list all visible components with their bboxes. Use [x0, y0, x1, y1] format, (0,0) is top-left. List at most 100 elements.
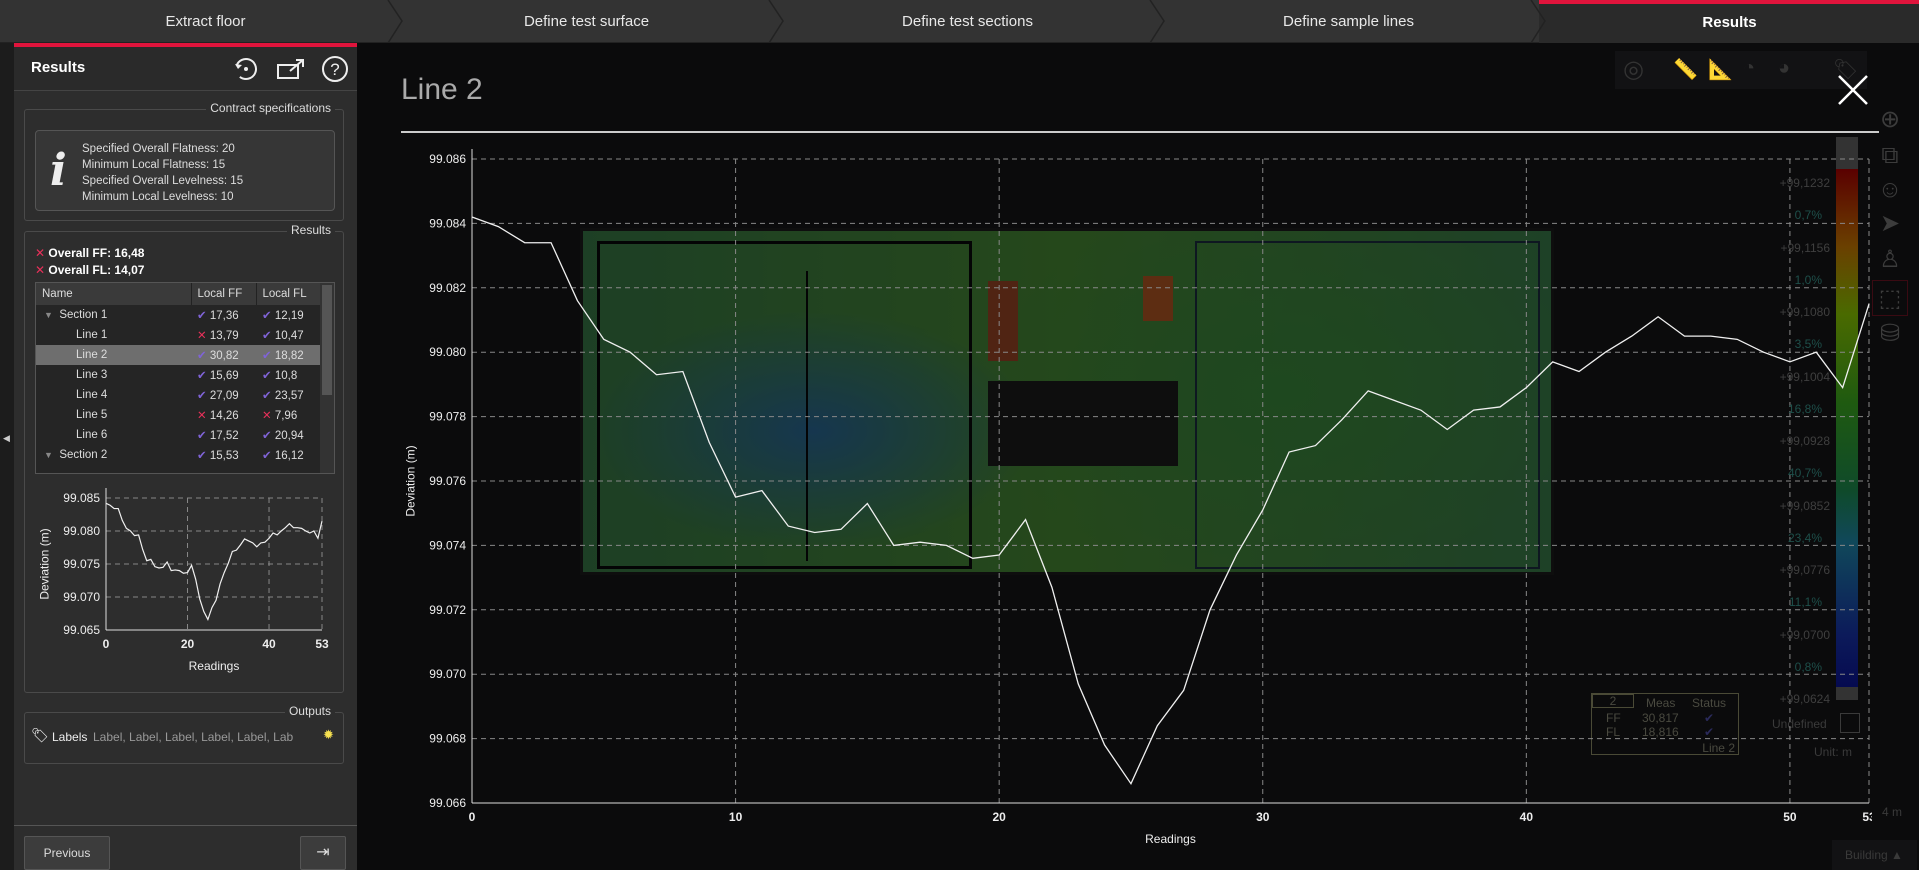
x-tick-label: 40 — [1520, 810, 1534, 824]
ruler-erase-icon[interactable]: 📐 — [1708, 59, 1733, 81]
ff-value: 15,69 — [209, 370, 239, 382]
table-row[interactable]: ▼ Section 1 ✔ 17,36 ✔ 12,19 — [36, 305, 321, 325]
unit-label: Unit: m — [1814, 745, 1853, 759]
y-tick-label: 99.084 — [429, 216, 466, 230]
target-icon[interactable]: ◎ — [1623, 56, 1644, 83]
check-icon: ✔ — [197, 390, 207, 402]
fail-icon: ✕ — [197, 330, 207, 342]
viewer[interactable]: 2 Meas Status FF 30,817 FL 18,816 ✔ ✔ Li… — [362, 43, 1919, 870]
colorbar-value: +99,0624 — [1779, 692, 1830, 706]
add-ruler-icon[interactable]: 📏 — [1673, 59, 1698, 81]
tab-define-test-sections[interactable]: Define test sections — [902, 13, 1033, 30]
contract-info-box: i Specified Overall Flatness: 20 Minimum… — [35, 130, 335, 211]
fail-icon: ✕ — [35, 246, 46, 260]
viewer-title: Line 2 — [401, 73, 483, 106]
tab-results[interactable]: Results — [1539, 0, 1919, 43]
test-section-outline — [1195, 241, 1540, 569]
panel-header: Results ? — [14, 47, 357, 91]
y-tick-label: 99.070 — [63, 590, 100, 604]
fl-status-check-icon: ✔ — [1704, 725, 1715, 739]
check-icon: ✔ — [262, 330, 272, 342]
angle-profile-icon[interactable]: ◕ — [1778, 57, 1791, 79]
table-row[interactable]: Line 4 ✔ 27,09 ✔ 23,57 — [36, 385, 321, 405]
reset-icon[interactable] — [232, 55, 260, 83]
x-axis-label: Readings — [1145, 832, 1196, 846]
building-label: Building — [1845, 848, 1888, 862]
check-icon: ✔ — [262, 450, 272, 462]
x-tick-label: 30 — [1256, 810, 1270, 824]
export-icon[interactable] — [276, 57, 306, 81]
tag-tool-icon[interactable]: 🏷 — [1833, 59, 1859, 81]
collapse-arrow-icon[interactable]: ◀ — [3, 433, 10, 443]
fl-value: 23,57 — [274, 390, 304, 402]
y-tick-label: 99.065 — [63, 623, 100, 637]
ff-value: 17,52 — [209, 430, 239, 442]
col-local-ff[interactable]: Local FF — [191, 283, 257, 305]
orbit-icon[interactable]: ⊕ — [1879, 106, 1901, 133]
exit-button[interactable]: ⇥ — [300, 836, 346, 870]
table-row[interactable]: ▼ Section 2 ✔ 15,53 ✔ 16,12 — [36, 445, 321, 465]
navigate-icon[interactable]: ➤ — [1879, 210, 1901, 237]
row-label: Line 4 — [76, 389, 108, 401]
previous-button[interactable]: Previous — [24, 836, 110, 870]
table-row[interactable]: Line 1 ✕ 13,79 ✔ 10,47 — [36, 325, 321, 345]
fl-value: 20,94 — [274, 430, 304, 442]
row-name: Line 3 — [36, 365, 191, 385]
y-tick-label: 99.072 — [429, 603, 466, 617]
row-label: Section 1 — [59, 309, 108, 321]
row-local-fl: ✕ 7,96 — [256, 405, 321, 425]
collapse-strip[interactable]: ◀ — [0, 43, 14, 870]
check-icon: ✔ — [262, 310, 272, 322]
ff-value: 14,26 — [209, 410, 239, 422]
floor-obstacle — [988, 281, 1018, 361]
row-local-ff: ✕ 14,26 — [191, 405, 256, 425]
spec-local-flatness: Minimum Local Flatness: 15 — [82, 159, 226, 171]
test-section-outline — [597, 241, 972, 569]
layers-icon[interactable]: ⛁ — [1879, 320, 1901, 347]
fl-value: 10,8 — [274, 370, 298, 382]
row-local-ff: ✔ 15,53 — [191, 445, 256, 465]
colorbar-percent: 0,7% — [1794, 208, 1822, 222]
box-view-icon[interactable]: ⬚ — [1872, 280, 1908, 316]
lightbulb-icon[interactable]: ✹ — [323, 727, 334, 742]
close-icon[interactable] — [1836, 73, 1870, 107]
help-icon[interactable]: ? — [320, 54, 350, 84]
row-local-ff: ✔ 27,09 — [191, 385, 256, 405]
check-icon: ✔ — [262, 350, 272, 362]
labels-value[interactable]: Label, Label, Label, Label, Label, Lab — [93, 730, 294, 744]
tab-separator — [768, 0, 784, 43]
tab-extract-floor[interactable]: Extract floor — [165, 13, 246, 30]
fit-view-icon[interactable]: ⧉ — [1881, 142, 1899, 169]
walk-icon[interactable]: ♙ — [1879, 246, 1901, 273]
col-name[interactable]: Name — [36, 283, 192, 305]
row-label: Line 2 — [76, 349, 108, 361]
table-row[interactable]: Line 3 ✔ 15,69 ✔ 10,8 — [36, 365, 321, 385]
scrollbar-thumb[interactable] — [322, 285, 332, 395]
fl-value: 10,47 — [274, 330, 304, 342]
meas-header: Meas — [1646, 696, 1676, 710]
row-local-ff: ✔ 15,69 — [191, 365, 256, 385]
tab-define-sample-lines[interactable]: Define sample lines — [1283, 13, 1414, 30]
table-row[interactable]: Line 6 ✔ 17,52 ✔ 20,94 — [36, 425, 321, 445]
chevron-down-icon[interactable]: ▼ — [44, 310, 53, 320]
table-row[interactable]: Line 2 ✔ 30,82 ✔ 18,82 — [36, 345, 321, 365]
y-tick-label: 99.086 — [429, 152, 466, 166]
building-dropdown[interactable]: Building ▲ — [1832, 840, 1917, 870]
table-scrollbar[interactable] — [320, 283, 334, 473]
angle-icon[interactable]: ◔ — [1743, 57, 1756, 79]
ff-value: 13,79 — [209, 330, 239, 342]
deviation-series-line — [105, 502, 323, 621]
colorbar-value: +99,0700 — [1779, 627, 1830, 642]
measure-line-name: Line 2 — [1702, 741, 1735, 755]
y-axis-label: Deviation (m) — [403, 445, 417, 516]
row-name: ▼ Section 1 — [36, 305, 191, 325]
person-rotate-icon[interactable]: ☺ — [1877, 176, 1903, 203]
x-tick-label: 10 — [729, 810, 743, 824]
chevron-down-icon[interactable]: ▼ — [44, 450, 53, 460]
tab-define-test-surface[interactable]: Define test surface — [523, 13, 650, 30]
table-row[interactable]: Line 5 ✕ 14,26 ✕ 7,96 — [36, 405, 321, 425]
y-tick-label: 99.075 — [63, 557, 100, 571]
fl-value: 16,12 — [274, 450, 304, 462]
row-local-fl: ✔ 23,57 — [256, 385, 321, 405]
col-local-fl[interactable]: Local FL — [256, 283, 321, 305]
